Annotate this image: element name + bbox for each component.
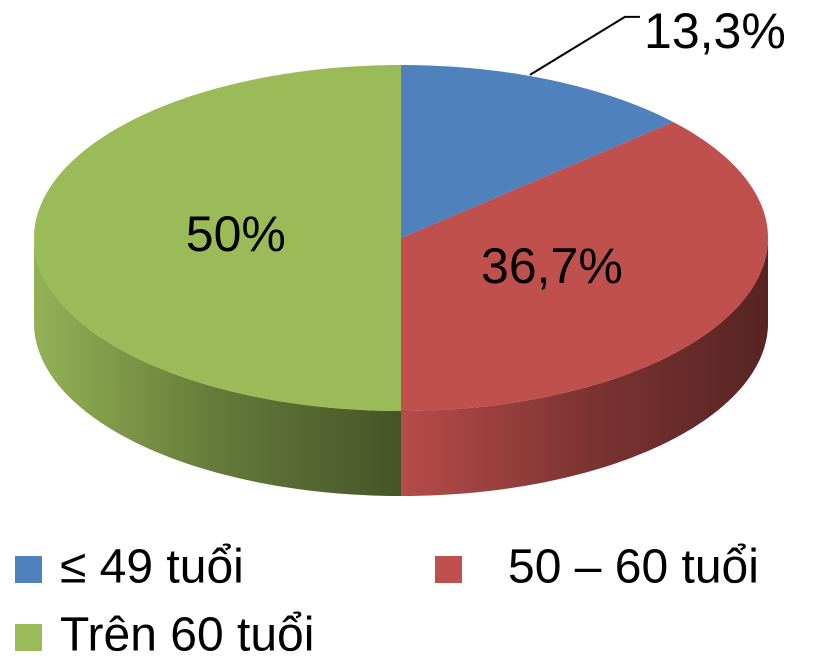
data-label: 50%	[186, 206, 286, 262]
data-label: 13,3%	[644, 3, 786, 59]
legend-swatch	[435, 556, 462, 583]
pie-sides	[34, 238, 768, 496]
pie-tops	[34, 65, 768, 411]
pie-slice	[401, 65, 674, 238]
pie-side-shade	[401, 238, 768, 496]
legend-label: Trên 60 tuổi	[60, 609, 314, 662]
pie-side-shade	[34, 238, 401, 496]
leader-line	[529, 15, 640, 76]
legend: ≤ 49 tuổi 50 – 60 tuổi Trên 60 tuổi	[15, 541, 759, 662]
legend-label: 50 – 60 tuổi	[508, 541, 759, 594]
data-label: 36,7%	[481, 238, 623, 294]
data-labels: 13,3% 36,7% 50%	[186, 3, 786, 294]
legend-swatch	[15, 624, 42, 651]
pie-slice	[401, 121, 768, 411]
pie-slice	[34, 65, 401, 411]
legend-label: ≤ 49 tuổi	[60, 541, 244, 594]
legend-swatch	[15, 556, 42, 583]
